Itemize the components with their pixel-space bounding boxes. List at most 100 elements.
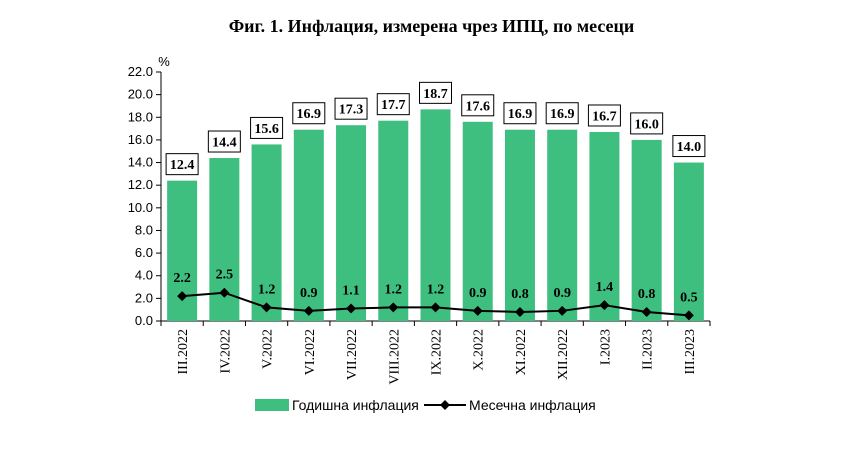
line-data-label: 1.1 [342,284,360,299]
bar-data-label: 17.3 [339,103,364,118]
y-tick-label: 2.0 [135,290,153,305]
line-point-marker [388,302,399,313]
bar-data-label-box [292,102,326,125]
bar-data-label: 18.7 [423,87,448,102]
x-category-label: IV.2022 [218,329,233,373]
bar-data-label: 12.4 [170,158,195,173]
y-tick-label: 20.0 [128,87,153,102]
line-point-marker [346,303,357,314]
line-data-label: 0.9 [469,286,487,301]
chart-title: Фиг. 1. Инфлация, измерена чрез ИПЦ, по … [228,16,635,36]
bar [589,131,620,321]
bar-data-label: 15.6 [254,122,279,137]
bar-data-label-box [376,93,410,116]
bar [673,162,704,321]
line-data-label: 0.9 [300,286,318,301]
y-tick-label: 18.0 [128,109,153,124]
bar [378,120,409,321]
line-labels-group: 2.2 2.5 1.2 0.9 1.1 1.2 1.2 0.9 0.8 0.9 1.4 0.8 0.5 [173,268,697,306]
line-point-marker [599,300,610,311]
legend-label-bar: Годишна инфлация [292,397,419,413]
legend: Годишна инфлация Месечна инфлация [255,397,596,413]
bar-data-label-box [587,104,621,127]
bar-data-label: 17.7 [381,98,406,113]
bar-data-label: 16.9 [550,107,575,122]
line-data-label: 1.2 [258,282,276,297]
line-point-marker [430,302,441,313]
bar-data-label-box [503,102,537,125]
line-point-marker [261,302,272,313]
bar-data-label-box [165,153,199,176]
legend-swatch-bar [255,399,289,411]
bar-data-label-box [461,94,495,117]
y-tick-label: 14.0 [128,155,153,170]
bar-data-label: 17.6 [465,99,490,114]
bar-data-label-box [419,81,452,104]
axes: 0.0 2.0 4.0 6.0 8.0 10.0 12.0 14.0 16.0 18.0 20.0 2… [128,54,711,328]
x-category-label: I.2023 [598,329,613,365]
bar [420,109,451,321]
legend-swatch-marker [440,400,450,410]
y-tick-label: 8.0 [135,222,153,237]
bar-data-label: 16.9 [508,107,533,122]
y-tick-label: 22.0 [128,64,153,79]
x-category-label: VII.2022 [345,329,360,380]
bar-data-label-box [672,135,706,158]
line-point-marker [219,287,230,298]
bar [336,125,367,321]
x-category-label: X.2022 [472,329,487,371]
bar-data-label: 16.0 [634,117,659,132]
y-tick-label: 6.0 [135,245,153,260]
line-data-label: 0.8 [511,287,529,302]
x-category-label: II.2023 [641,329,656,370]
bar [631,139,662,321]
category-labels-group: III.2022 IV.2022 V.2022 VI.2022 VII.2022 VIII… [176,329,698,385]
line-data-label: 1.2 [385,282,403,297]
line-point-marker [177,291,188,302]
bar-data-label: 14.4 [212,136,237,151]
bar [251,144,282,321]
y-tick-label: 16.0 [128,132,153,147]
x-category-label: III.2022 [176,329,191,375]
line-point-marker [472,305,483,316]
x-category-label: XI.2022 [514,329,529,375]
bar-data-label-box [630,112,664,135]
bar [293,129,324,321]
bar [462,121,493,321]
line-data-label: 2.2 [173,271,191,286]
line-data-label: 0.5 [680,290,698,305]
bar [504,129,535,321]
y-tick-label: 12.0 [128,177,153,192]
bar-data-label-box [207,130,241,153]
legend-label-line: Месечна инфлация [469,397,596,413]
line-point-marker [303,305,314,316]
bar-data-label: 16.7 [592,109,617,124]
line-point-marker [641,306,652,317]
line-series-group [177,287,694,321]
line-point-marker [514,306,525,317]
y-axis-unit-label: % [158,54,170,69]
bar-data-label-box [250,116,284,139]
bar [547,129,578,321]
line-data-label: 2.5 [216,268,234,283]
bar-data-label: 16.9 [297,107,322,122]
line-point-marker [557,305,568,316]
line-data-label: 0.8 [638,287,656,302]
y-tick-label: 0.0 [135,313,153,328]
line-point-marker [683,310,694,321]
x-category-label: VIII.2022 [387,329,402,385]
x-category-label: III.2023 [683,329,698,375]
bar-data-label-box [545,102,579,125]
bar-data-label: 14.0 [677,140,702,155]
y-tick-label: 10.0 [128,200,153,215]
bar-data-label-box [334,97,368,120]
x-category-label: IX.2022 [430,329,445,375]
bars-group [167,109,704,321]
x-category-label: V.2022 [261,329,276,369]
line-data-label: 0.9 [553,286,571,301]
line-data-label: 1.2 [427,282,445,297]
x-category-label: XII.2022 [556,329,571,380]
bar-labels-group: 12.4 14.4 15.6 16.9 17.3 17.7 18.7 17.6 16.9 16.9… [165,81,706,176]
line-data-label: 1.4 [596,280,614,295]
